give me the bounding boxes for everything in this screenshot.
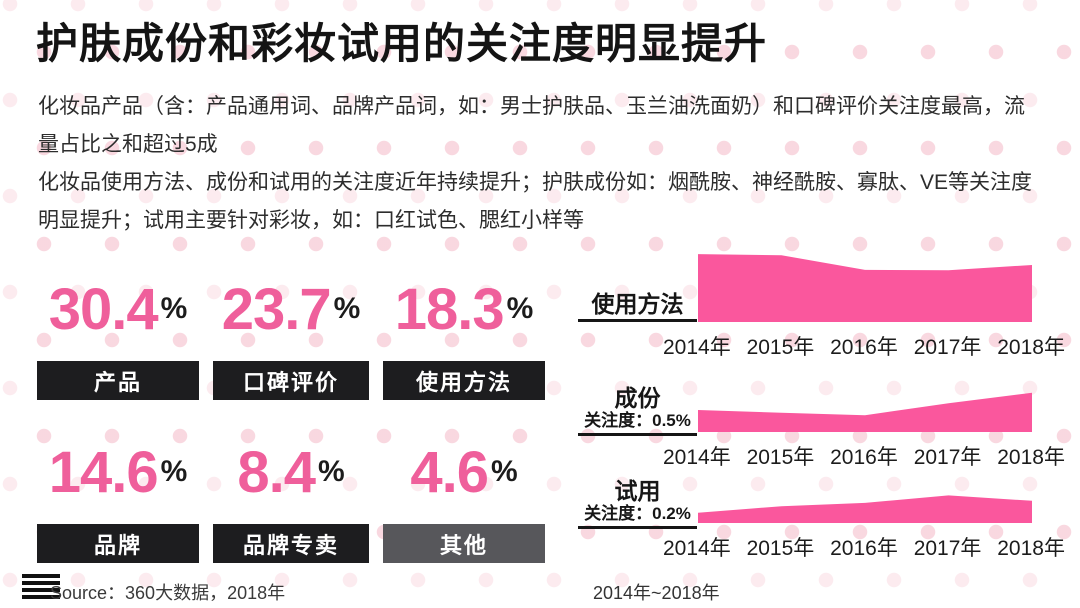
percent-sign: % xyxy=(490,455,518,488)
stat-card-other: 4.6% 其他 xyxy=(383,420,545,563)
attention-rate-note: 关注度：0.5% xyxy=(584,411,691,430)
stat-value: 23.7% xyxy=(221,276,361,342)
percent-sign: % xyxy=(160,455,188,488)
percent-sign: % xyxy=(506,292,534,325)
percent-sign: % xyxy=(160,292,188,325)
page-title: 护肤成份和彩妆试用的关注度明显提升 xyxy=(36,20,768,67)
attention-rate-note: 关注度：0.2% xyxy=(584,504,691,523)
stat-label-bar: 口碑评价 xyxy=(213,361,369,400)
usage-area-chart xyxy=(698,254,1032,322)
stat-value: 8.4% xyxy=(237,439,345,505)
stat-label-bar: 其他 xyxy=(383,524,545,563)
intro-paragraph-1: 化妆品产品（含：产品通用词、品牌产品词，如：男士护肤品、玉兰油洗面奶）和口碑评价… xyxy=(38,95,1025,156)
hamburger-icon xyxy=(22,574,60,602)
stat-card-product: 30.4% 产品 xyxy=(37,257,199,400)
source-note: Source：360大数据，2018年 xyxy=(50,583,286,603)
chart-trial-label: 试用 关注度：0.2% xyxy=(578,479,697,529)
chart-ingredient-label: 成份 关注度：0.5% xyxy=(578,386,697,436)
stat-label-bar: 品牌 xyxy=(37,524,199,563)
stat-card-brand-store: 8.4% 品牌专卖 xyxy=(213,420,369,563)
stat-card-usage: 18.3% 使用方法 xyxy=(383,257,545,400)
chart-usage-label: 使用方法 xyxy=(578,292,697,322)
percent-sign: % xyxy=(317,455,345,488)
ingredient-x-axis: 2014年 2015年 2016年 2017年 2018年 xyxy=(663,446,1065,469)
stat-card-reviews: 23.7% 口碑评价 xyxy=(213,257,369,400)
percent-sign: % xyxy=(333,292,361,325)
stat-value: 14.6% xyxy=(48,439,188,505)
trial-area-chart xyxy=(698,495,1032,523)
stat-value: 18.3% xyxy=(394,276,534,342)
stats-grid: 30.4% 产品 23.7% 口碑评价 18.3% 使用方法 14.6% 品牌 … xyxy=(37,257,545,563)
stat-label-bar: 使用方法 xyxy=(383,361,545,400)
period-note: 2014年~2018年 xyxy=(593,583,720,603)
stat-card-brand: 14.6% 品牌 xyxy=(37,420,199,563)
trial-x-axis: 2014年 2015年 2016年 2017年 2018年 xyxy=(663,537,1065,560)
intro-paragraph-2: 化妆品使用方法、成份和试用的关注度近年持续提升；护肤成份如：烟酰胺、神经酰胺、寡… xyxy=(38,171,1033,232)
stat-label-bar: 品牌专卖 xyxy=(213,524,369,563)
ingredient-area-chart xyxy=(698,392,1032,432)
stat-value: 30.4% xyxy=(48,276,188,342)
stat-value: 4.6% xyxy=(410,439,518,505)
usage-x-axis: 2014年 2015年 2016年 2017年 2018年 xyxy=(663,336,1065,359)
stat-label-bar: 产品 xyxy=(37,361,199,400)
